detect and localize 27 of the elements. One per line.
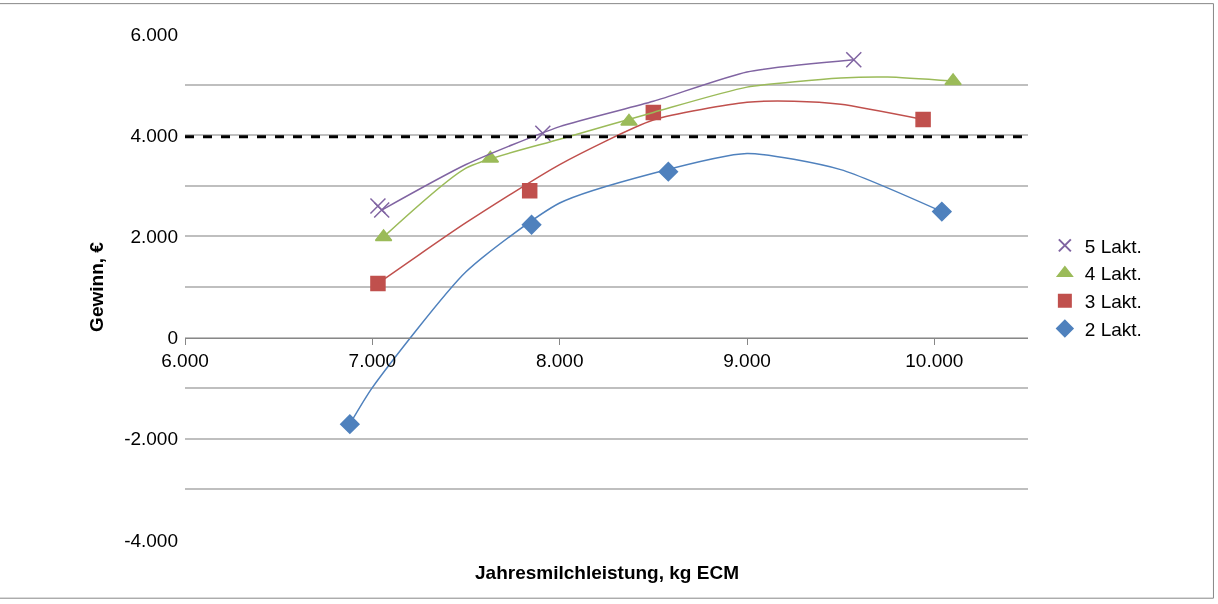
point [369, 197, 387, 215]
y-tick-label: -2.000 [124, 428, 178, 450]
legend-label: 2 Lakt. [1084, 318, 1142, 340]
x-tick-label: 6.000 [161, 350, 209, 372]
point [931, 201, 952, 222]
y-tick-label: 4.000 [130, 124, 178, 146]
point [534, 124, 552, 142]
legend-label: 3 Lakt. [1084, 291, 1142, 313]
x-tick-label: 9.000 [723, 350, 771, 372]
point [340, 414, 360, 434]
point [658, 161, 679, 182]
legend-label: 5 Lakt. [1084, 235, 1142, 257]
y-axis-title: Gewinn, € [85, 241, 107, 332]
x-tick-label: 8.000 [535, 350, 584, 372]
y-tick-label: 0 [167, 327, 178, 349]
x-tick-label: 10.000 [905, 350, 964, 372]
y-tick-label: 6.000 [130, 23, 178, 45]
legend-label: 4 Lakt. [1084, 263, 1142, 285]
point [915, 111, 931, 128]
point [845, 51, 863, 69]
point [373, 201, 390, 219]
y-tick-label: -4.000 [124, 529, 178, 551]
point [370, 275, 386, 292]
y-tick-label: 2.000 [130, 226, 178, 248]
x-axis-title: Jahresmilchleistung, kg ECM [475, 562, 739, 583]
point [620, 113, 638, 126]
point [521, 183, 538, 199]
